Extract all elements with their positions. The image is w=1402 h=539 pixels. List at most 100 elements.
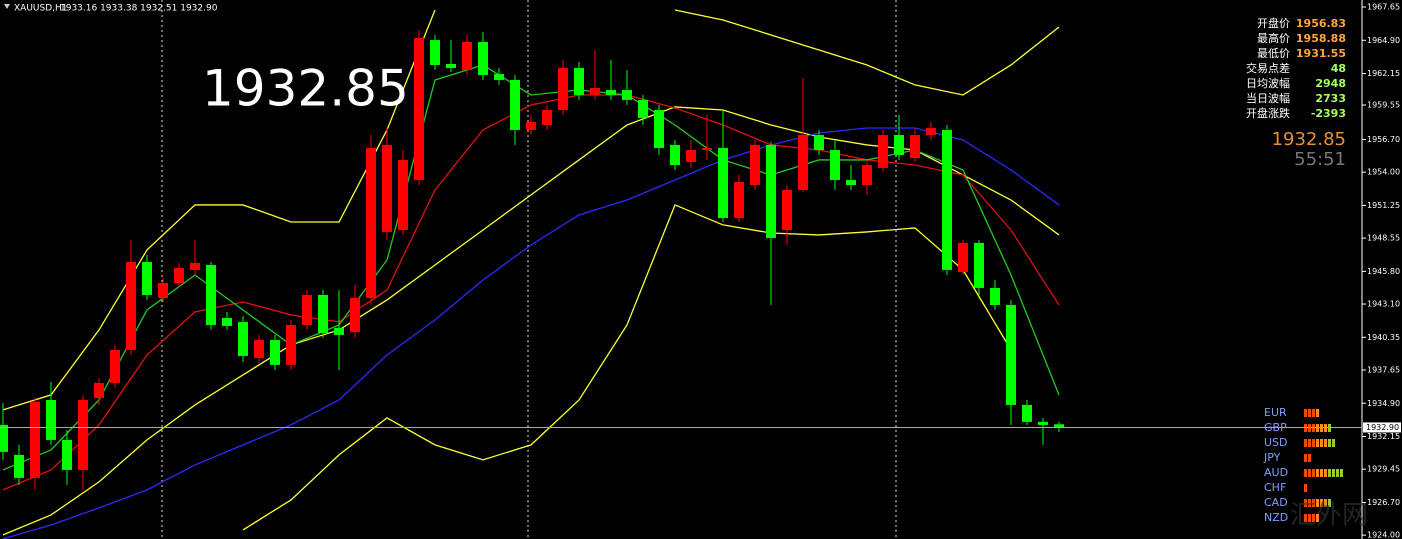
candle-body: [590, 87, 600, 95]
y-tick-label: 1962.15: [1367, 69, 1400, 78]
currency-label: JPY: [1263, 451, 1281, 464]
annotation: 1932.85: [202, 60, 409, 118]
price-label: 1932.90: [1366, 423, 1399, 432]
indicator-line: [2, 9, 1060, 411]
candle-body: [14, 454, 24, 478]
candle-body: [78, 399, 88, 470]
candle-body: [318, 294, 328, 333]
info-value: 48: [1331, 62, 1346, 75]
strength-segment: [1324, 424, 1327, 432]
candle-body: [254, 339, 264, 359]
strength-segment: [1316, 499, 1319, 507]
candle-body: [814, 135, 824, 151]
strength-segment: [1308, 499, 1311, 507]
strength-bar: [1304, 484, 1307, 492]
candle-body: [910, 135, 920, 159]
candle-body: [542, 109, 552, 125]
candle-body: [334, 327, 344, 335]
info-value: 1958.88: [1296, 32, 1346, 45]
currency-label: CAD: [1264, 496, 1288, 509]
info-value: -2393: [1311, 107, 1346, 120]
candle-body: [622, 90, 632, 100]
info-value: 1931.55: [1296, 47, 1346, 60]
candle-body: [558, 67, 568, 110]
y-tick-label: 1948.55: [1367, 234, 1400, 243]
timer: 55:51: [1294, 149, 1346, 170]
y-tick-label: 1945.80: [1367, 267, 1400, 276]
candle-body: [1038, 421, 1048, 425]
candles: [0, 30, 1064, 490]
candle-body: [862, 165, 872, 185]
candle-body: [46, 399, 56, 440]
candle-body: [670, 144, 680, 166]
info-value: 1956.83: [1296, 17, 1346, 30]
indicator-line: [242, 204, 1012, 531]
candle-body: [686, 150, 696, 163]
candle-body: [798, 135, 808, 190]
price-box: [1363, 422, 1401, 433]
strength-segment: [1308, 514, 1311, 522]
strength-segment: [1332, 439, 1335, 447]
strength-segment: [1328, 499, 1331, 507]
candle-body: [446, 64, 456, 68]
candle-body: [494, 74, 504, 80]
candle-body: [110, 349, 120, 383]
strength-segment: [1304, 484, 1307, 492]
candle-body: [638, 99, 648, 118]
strength-segment: [1304, 454, 1307, 462]
indicator-line: [2, 127, 1060, 539]
y-tick-label: 1951.25: [1367, 201, 1400, 210]
candle-body: [702, 147, 712, 151]
candle-body: [206, 264, 216, 325]
strength-segment: [1312, 499, 1315, 507]
strength-segment: [1324, 439, 1327, 447]
currency-label: AUD: [1264, 466, 1288, 479]
currency-label: EUR: [1264, 406, 1287, 419]
symbol: XAUUSD,H1: [14, 4, 68, 14]
y-tick-label: 1967.65: [1367, 3, 1400, 12]
strength-segment: [1312, 439, 1315, 447]
watermark: 汇外网: [1290, 501, 1368, 531]
strength-bar: [1304, 439, 1335, 447]
strength-segment: [1304, 514, 1307, 522]
candle-body: [0, 424, 8, 452]
candle-body: [990, 287, 1000, 306]
candle-body: [478, 41, 488, 76]
info-label: 最高价: [1257, 31, 1290, 45]
strength-segment: [1340, 469, 1343, 477]
candle-body: [718, 147, 728, 219]
strength-segment: [1304, 409, 1307, 417]
candle-body: [1022, 404, 1032, 422]
y-axis: 1967.65 1964.90 1962.15 1959.55 1956.70 1954.…: [1362, 3, 1400, 539]
strength-segment: [1316, 439, 1319, 447]
strength-segment: [1316, 514, 1319, 522]
icon: [4, 4, 10, 9]
candle-body: [158, 282, 168, 298]
strength-bar: [1304, 409, 1319, 417]
candle-body: [286, 324, 296, 365]
y-tick-label: 1926.70: [1367, 498, 1400, 507]
candle-body: [574, 67, 584, 95]
strength-segment: [1320, 469, 1323, 477]
y-tick-label: 1954.00: [1367, 168, 1400, 177]
candle-body: [62, 439, 72, 470]
strength-segment: [1304, 499, 1307, 507]
strength-segment: [1308, 454, 1311, 462]
candle-body: [414, 37, 424, 181]
strength-segment: [1320, 439, 1323, 447]
y-tick-label: 1940.35: [1367, 333, 1400, 342]
strength-segment: [1304, 439, 1307, 447]
candle-body: [126, 261, 136, 350]
strength-segment: [1304, 469, 1307, 477]
strength-segment: [1324, 499, 1327, 507]
candle-body: [766, 144, 776, 238]
candle-body: [878, 135, 888, 168]
strength-segment: [1308, 469, 1311, 477]
candle-body: [830, 150, 840, 181]
candle-body: [462, 41, 472, 70]
y-tick-label: 1929.45: [1367, 465, 1400, 474]
info-label: 日均波幅: [1246, 77, 1290, 90]
currency-label: NZD: [1264, 511, 1288, 524]
strength-bar: [1304, 469, 1343, 477]
candle-body: [366, 147, 376, 298]
